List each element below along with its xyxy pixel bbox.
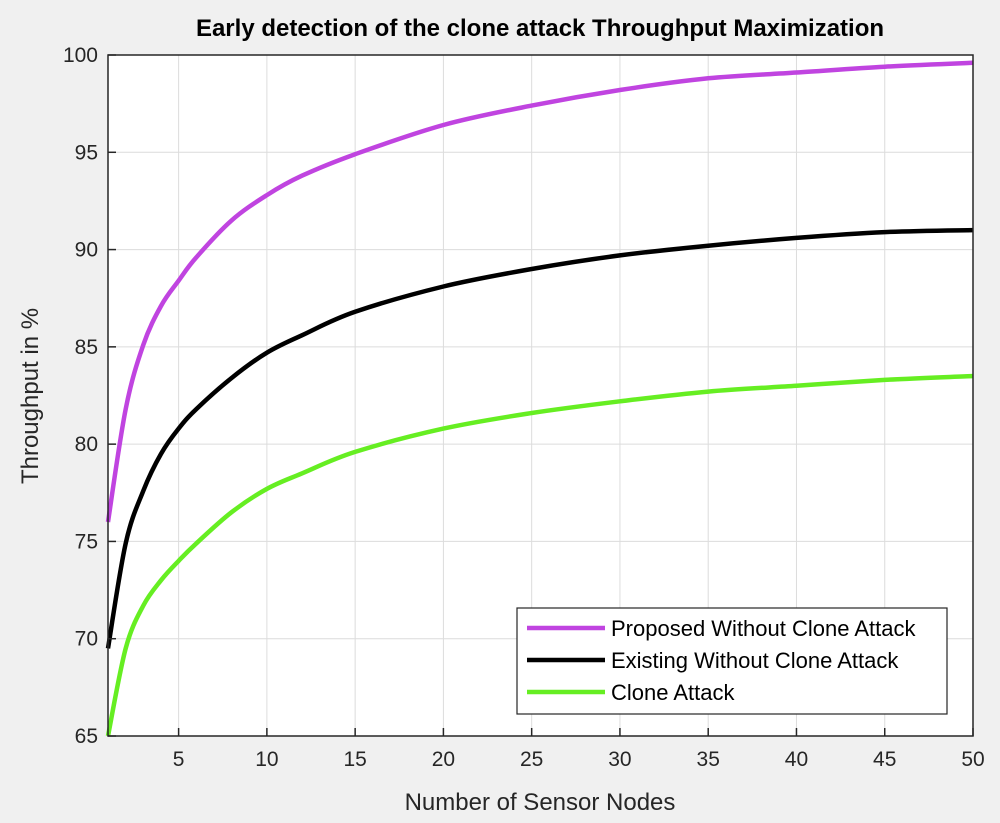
legend-label-2: Existing Without Clone Attack — [611, 648, 899, 673]
chart-title: Early detection of the clone attack Thro… — [196, 15, 884, 42]
x-tick-label: 15 — [343, 748, 366, 771]
y-tick-label: 90 — [75, 239, 98, 262]
ticks: 5 10 15 20 25 30 35 40 45 50 65 70 75 80 85 90 95 100 — [63, 44, 985, 771]
legend-label-1: Proposed Without Clone Attack — [611, 616, 916, 641]
legend: Proposed Without Clone Attack Existing Wi… — [516, 607, 948, 715]
x-tick-label: 10 — [255, 748, 278, 771]
x-tick-label: 20 — [432, 748, 455, 771]
y-tick-label: 95 — [75, 141, 98, 164]
legend-label-3: Clone Attack — [611, 680, 736, 705]
series-line-2 — [105, 227, 974, 649]
series-line-1 — [105, 60, 974, 523]
y-tick-label: 75 — [75, 530, 98, 553]
plot-frame — [107, 54, 974, 737]
y-axis-label: Throughput in % — [17, 308, 44, 484]
y-tick-label: 100 — [63, 44, 98, 67]
x-tick-label: 50 — [961, 748, 984, 771]
x-tick-label: 35 — [697, 748, 720, 771]
y-tick-label: 70 — [75, 628, 98, 651]
x-tick-label: 30 — [608, 748, 631, 771]
series-layer — [105, 60, 974, 737]
y-tick-label: 65 — [75, 725, 98, 748]
x-tick-label: 40 — [785, 748, 808, 771]
x-axis-label: Number of Sensor Nodes — [405, 789, 676, 816]
series-line-3 — [105, 373, 974, 737]
x-tick-label: 5 — [173, 748, 185, 771]
y-tick-label: 85 — [75, 336, 98, 359]
x-tick-label: 45 — [873, 748, 896, 771]
y-tick-label: 80 — [75, 433, 98, 456]
x-tick-label: 25 — [520, 748, 543, 771]
